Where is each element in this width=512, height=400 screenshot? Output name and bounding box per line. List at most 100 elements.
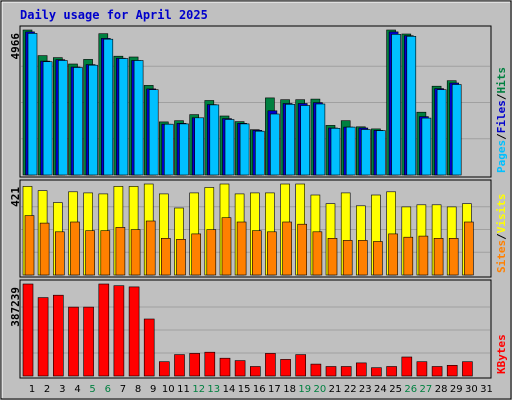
- bar-sites-day-4: [70, 221, 80, 276]
- bar-pages-day-22: [345, 126, 356, 176]
- bar-pages-day-26: [406, 35, 417, 176]
- legend-part-visits-sites-0: Sites: [495, 240, 508, 273]
- bar-kbytes-day-28: [431, 366, 443, 377]
- bar-sites-day-6: [100, 230, 111, 276]
- bar-kbytes-day-4: [68, 306, 79, 377]
- x-tick-day-5: 5: [89, 384, 95, 395]
- bar-sites-day-24: [373, 241, 383, 276]
- bar-pages-day-13: [209, 104, 220, 176]
- bar-kbytes-day-12: [189, 353, 200, 377]
- panel-kbytes: [19, 279, 492, 379]
- x-tick-day-4: 4: [74, 384, 80, 395]
- bar-sites-day-16: [252, 230, 262, 276]
- x-tick-day-22: 22: [344, 384, 357, 395]
- bar-kbytes-day-24: [371, 367, 382, 377]
- legend-visits-sites: Sites/Visits: [495, 194, 508, 274]
- bar-kbytes-day-26: [401, 356, 413, 377]
- bar-sites-day-26: [403, 236, 414, 276]
- bar-sites-day-18: [282, 221, 292, 276]
- x-tick-day-7: 7: [120, 384, 126, 395]
- bar-kbytes-day-29: [446, 364, 458, 377]
- bar-pages-day-18: [285, 104, 295, 176]
- bar-sites-day-22: [342, 240, 353, 276]
- x-tick-day-26: 26: [404, 384, 417, 395]
- bar-pages-day-19: [300, 105, 311, 176]
- bar-pages-day-21: [330, 128, 341, 176]
- bar-sites-day-2: [39, 222, 50, 276]
- x-tick-day-31: 31: [480, 384, 493, 395]
- bar-sites-day-1: [24, 215, 35, 276]
- bar-kbytes-day-17: [265, 353, 276, 377]
- bar-pages-day-6: [103, 38, 114, 176]
- bar-pages-day-15: [239, 123, 250, 176]
- bar-pages-day-27: [421, 117, 432, 176]
- bar-pages-day-25: [391, 33, 401, 176]
- bar-pages-day-17: [270, 113, 280, 176]
- bar-kbytes-day-21: [325, 366, 337, 377]
- legend-part-visits-sites-1: /: [495, 233, 508, 240]
- ymax-label-visits-sites: 421: [9, 187, 22, 207]
- x-tick-day-9: 9: [150, 384, 156, 395]
- bar-sites-day-9: [145, 220, 156, 276]
- bar-kbytes-day-7: [113, 285, 125, 377]
- bar-pages-day-16: [255, 130, 265, 176]
- bar-sites-day-29: [448, 238, 459, 276]
- chart-title: Daily usage for April 2025: [20, 8, 208, 22]
- bar-kbytes-day-2: [37, 297, 49, 377]
- labels-layer: 4966Pages/Files/Hits421Sites/Visits38723…: [9, 33, 508, 395]
- bar-kbytes-day-19: [295, 354, 307, 377]
- x-tick-day-6: 6: [105, 384, 111, 395]
- x-tick-day-28: 28: [435, 384, 448, 395]
- bar-pages-day-29: [451, 84, 462, 176]
- bar-sites-day-15: [236, 221, 247, 276]
- bar-sites-day-17: [267, 231, 277, 276]
- bar-kbytes-day-3: [52, 294, 64, 377]
- x-tick-day-11: 11: [177, 384, 190, 395]
- bar-pages-day-24: [376, 130, 386, 176]
- x-tick-day-30: 30: [465, 384, 478, 395]
- x-tick-day-2: 2: [44, 384, 50, 395]
- bar-pages-day-23: [360, 129, 371, 176]
- bar-pages-day-5: [88, 64, 98, 176]
- bar-kbytes-day-27: [416, 361, 428, 377]
- bar-sites-day-11: [176, 239, 186, 276]
- bar-pages-day-3: [57, 60, 68, 176]
- bar-kbytes-day-22: [340, 366, 352, 377]
- bar-sites-day-30: [464, 221, 474, 276]
- bar-kbytes-day-13: [204, 351, 216, 377]
- bar-kbytes-day-8: [128, 286, 140, 377]
- legend-part-hits-files-pages-1: /: [495, 133, 508, 140]
- legend-part-hits-files-pages-4: Hits: [495, 67, 508, 94]
- bar-sites-day-21: [327, 238, 338, 276]
- bars-layer: [21, 29, 490, 377]
- bar-kbytes-day-25: [386, 366, 397, 377]
- x-tick-day-24: 24: [374, 384, 387, 395]
- x-tick-day-16: 16: [253, 384, 266, 395]
- x-tick-day-12: 12: [192, 384, 205, 395]
- bar-sites-day-14: [221, 217, 232, 276]
- bar-kbytes-day-14: [219, 357, 231, 377]
- bar-pages-day-28: [436, 89, 447, 176]
- bar-sites-day-28: [433, 238, 444, 276]
- bar-sites-day-12: [191, 233, 201, 276]
- x-tick-day-21: 21: [329, 384, 342, 395]
- legend-part-hits-files-pages-2: Files: [495, 100, 508, 133]
- bar-kbytes-day-15: [234, 360, 246, 377]
- x-tick-day-3: 3: [59, 384, 65, 395]
- x-tick-day-29: 29: [450, 384, 463, 395]
- x-tick-day-8: 8: [135, 384, 141, 395]
- x-tick-day-10: 10: [162, 384, 175, 395]
- x-tick-day-27: 27: [420, 384, 433, 395]
- bar-sites-day-5: [85, 230, 95, 276]
- x-tick-day-18: 18: [283, 384, 296, 395]
- x-tick-day-14: 14: [223, 384, 236, 395]
- bar-kbytes-day-20: [310, 363, 322, 377]
- legend-hits-files-pages: Pages/Files/Hits: [495, 67, 508, 173]
- x-tick-day-1: 1: [29, 384, 35, 395]
- bar-sites-day-3: [54, 231, 65, 276]
- legend-kbytes: KBytes: [495, 334, 508, 374]
- legend-part-hits-files-pages-0: Pages: [495, 140, 508, 173]
- bar-kbytes-day-11: [174, 354, 185, 377]
- bar-pages-day-4: [73, 67, 83, 176]
